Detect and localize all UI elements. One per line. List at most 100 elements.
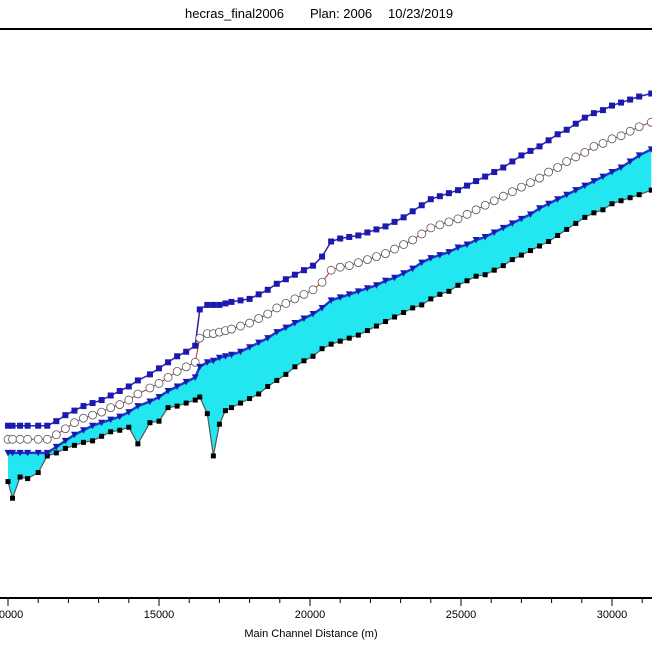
ground-point [383, 319, 388, 325]
x-tick-label: 20000 [295, 609, 326, 621]
ground-point [62, 445, 68, 451]
white-circle-point [15, 434, 25, 444]
water-surface-point [599, 173, 607, 181]
energy-grade-point [509, 158, 516, 165]
energy-grade-point [174, 353, 181, 360]
water-surface-line [8, 148, 652, 455]
ground-point [247, 396, 253, 402]
white-circle-point [263, 309, 273, 319]
white-circle-point [426, 223, 436, 233]
ground-point [99, 433, 105, 439]
water-surface-point [4, 449, 12, 457]
energy-grade-point [400, 214, 407, 221]
energy-grade-point [156, 365, 162, 372]
water-surface-point [345, 291, 353, 298]
ground-point [527, 248, 533, 254]
energy-grade-point [62, 412, 69, 419]
water-surface-point [372, 282, 380, 289]
ground-point [437, 291, 443, 297]
water-surface-point [499, 224, 507, 232]
x-tick-label: 30000 [597, 609, 628, 621]
water-surface-point [572, 187, 580, 194]
white-circle-point [526, 178, 535, 188]
ground-point [17, 474, 23, 480]
ground-point [71, 442, 77, 448]
energy-grade-point [210, 301, 217, 308]
energy-grade-point [282, 276, 289, 283]
white-circle-point [299, 289, 309, 299]
x-tick-label: 10000 [0, 609, 23, 621]
white-circle-point [245, 318, 255, 328]
water-surface-point [221, 353, 229, 360]
energy-grade-point [355, 232, 362, 239]
energy-grade-point [107, 392, 114, 399]
energy-grade-point [5, 422, 11, 429]
ground-point [216, 421, 222, 427]
water-surface-point [647, 146, 652, 153]
white-circle-point [544, 167, 553, 177]
x-tick-label: 15000 [144, 609, 175, 621]
energy-grade-point [53, 418, 60, 425]
ground-point [174, 403, 180, 409]
ground-point [25, 476, 31, 482]
energy-grade-point [24, 422, 31, 429]
energy-grade-point [500, 164, 507, 171]
ground-point [274, 377, 280, 383]
water-surface-point [98, 419, 106, 427]
energy-grade-point [328, 238, 335, 245]
white-circle-point [281, 299, 291, 308]
energy-grade-point [648, 90, 652, 97]
white-circle-point [227, 324, 236, 334]
water-surface-point [155, 394, 163, 401]
white-circle-point [399, 240, 409, 249]
white-circle-point [124, 395, 134, 405]
energy-grade-point [71, 407, 78, 414]
water-surface-point [61, 437, 69, 445]
energy-grade-point [563, 126, 570, 133]
water-surface-point [354, 288, 362, 295]
ground-point [591, 210, 597, 216]
energy-grade-point [264, 286, 271, 293]
white-circle-point [553, 163, 563, 172]
ground-point [337, 338, 343, 344]
ground-point [319, 346, 325, 352]
ground-point [518, 252, 524, 258]
project-name: hecras_final2006 [185, 6, 285, 21]
water-surface-point [545, 200, 553, 208]
white-circle-point [435, 220, 445, 230]
water-surface-point [246, 344, 254, 351]
energy-grade-point [391, 218, 398, 225]
water-surface-point [196, 363, 204, 371]
water-surface-point [300, 315, 308, 323]
chart-title-bar: hecras_final2006 Plan: 2006 10/23/2019 [0, 0, 652, 28]
white-circle-point [498, 191, 508, 201]
ground-point [401, 309, 407, 315]
ground-point [500, 263, 506, 269]
white-circle-point [42, 434, 52, 444]
energy-grade-point [618, 99, 625, 106]
water-surface-point [463, 241, 471, 249]
water-surface-point [24, 449, 32, 457]
water-surface-point [536, 205, 544, 212]
ground-point [197, 394, 203, 400]
energy-grade-point [382, 223, 389, 230]
white-circle-point [317, 277, 327, 287]
white-circle-point [598, 138, 608, 148]
white-circle-point [172, 366, 182, 376]
water-surface-point [626, 158, 634, 165]
ground-point [509, 257, 515, 263]
white-circle-point [70, 418, 79, 428]
energy-grade-point [146, 371, 153, 378]
ground-point [283, 371, 289, 377]
ground-point [165, 405, 171, 411]
white-circle-point [272, 303, 282, 313]
energy-grade-point [609, 102, 615, 109]
water-surface-point [517, 215, 525, 223]
white-circle-point [562, 157, 572, 166]
ground-point [648, 187, 652, 193]
water-surface-point [227, 351, 235, 359]
energy-grade-point [436, 193, 443, 200]
water-surface-point [255, 339, 263, 347]
ground-point [618, 198, 624, 204]
ground-point [238, 400, 244, 406]
